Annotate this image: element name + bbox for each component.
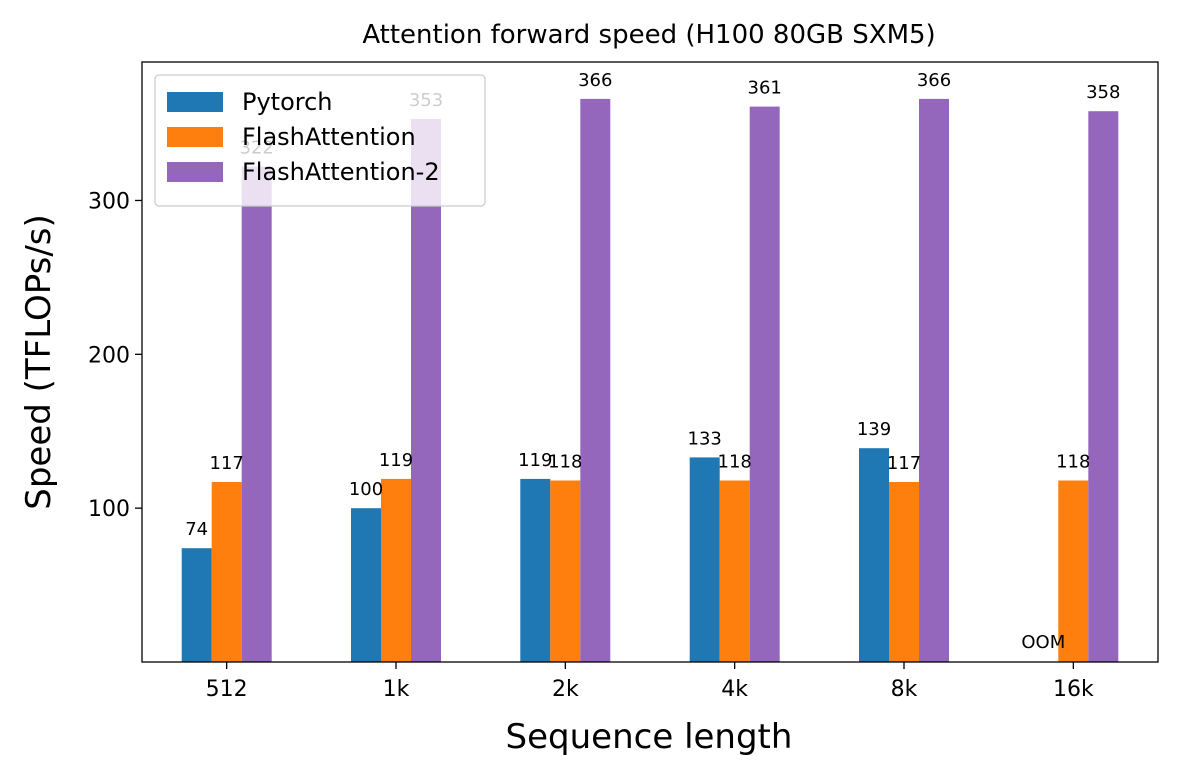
legend-label-flashattention: FlashAttention	[242, 123, 416, 151]
bars-layer	[181, 98, 1119, 663]
bar-pytorch-1k	[351, 508, 381, 662]
bar-value-label: 366	[917, 70, 951, 91]
bar-flashattention-2-1k	[411, 118, 441, 662]
bar-value-label: 118	[548, 452, 582, 473]
x-tick-label: 16k	[1053, 677, 1094, 702]
bar-flashattention-2k	[550, 480, 581, 662]
bar-flashattention-16k	[1058, 480, 1089, 662]
bar-flashattention-512	[211, 482, 242, 662]
y-axis-label: Speed (TFLOPs/s)	[19, 214, 59, 510]
x-tick-label: 2k	[552, 677, 579, 702]
bar-pytorch-512	[181, 548, 212, 662]
bar-value-label: 358	[1086, 82, 1120, 103]
bar-value-label: 117	[887, 453, 921, 474]
bar-flashattention-8k	[889, 482, 919, 662]
bar-value-label: 74	[185, 519, 208, 540]
bar-value-label: 139	[857, 419, 891, 440]
legend: Pytorch FlashAttention FlashAttention-2	[154, 74, 486, 207]
legend-box	[154, 74, 486, 207]
bar-pytorch-2k	[520, 478, 551, 662]
bar-value-label: 118	[1056, 452, 1090, 473]
y-tick-label: 100	[88, 497, 130, 522]
x-tick-label: 512	[206, 677, 248, 702]
bar-value-label: 100	[349, 479, 383, 500]
bar-pytorch-4k	[689, 457, 720, 662]
bar-value-label: OOM	[1021, 632, 1065, 653]
bar-flashattention-2-512	[241, 166, 272, 662]
bar-value-label: 119	[379, 450, 413, 471]
bar-value-label: 119	[518, 450, 552, 471]
x-axis-label: Sequence length	[506, 717, 793, 757]
legend-swatch-pytorch	[167, 92, 223, 112]
y-tick-label: 300	[88, 189, 130, 214]
x-tick-label: 1k	[383, 677, 410, 702]
chart-title: Attention forward speed (H100 80GB SXM5)	[362, 20, 935, 50]
bar-pytorch-8k	[859, 448, 889, 662]
bar-flashattention-1k	[381, 478, 411, 662]
legend-label-pytorch: Pytorch	[242, 88, 333, 116]
bar-flashattention-2-8k	[919, 98, 949, 662]
bar-value-label: 118	[718, 452, 752, 473]
bar-value-label: 117	[210, 453, 244, 474]
bar-value-label: 361	[748, 78, 782, 99]
axes-layer: 512 1k 2k 4k 8k 16k 100 200 300	[88, 189, 1094, 702]
y-tick-label: 200	[88, 343, 130, 368]
bar-value-label: 366	[578, 70, 612, 91]
legend-swatch-flashattention	[167, 127, 223, 147]
legend-label-flashattention-2: FlashAttention-2	[242, 158, 440, 186]
bar-flashattention-4k	[719, 480, 750, 662]
x-tick-label: 4k	[721, 677, 748, 702]
bar-value-label: 133	[688, 428, 722, 449]
bar-flashattention-2-16k	[1088, 111, 1119, 662]
plot-area-frame	[141, 61, 1159, 663]
x-tick-label: 8k	[891, 677, 918, 702]
bar-flashattention-2-4k	[749, 106, 780, 663]
legend-swatch-flashattention-2	[167, 162, 223, 182]
bar-flashattention-2-2k	[580, 98, 611, 662]
